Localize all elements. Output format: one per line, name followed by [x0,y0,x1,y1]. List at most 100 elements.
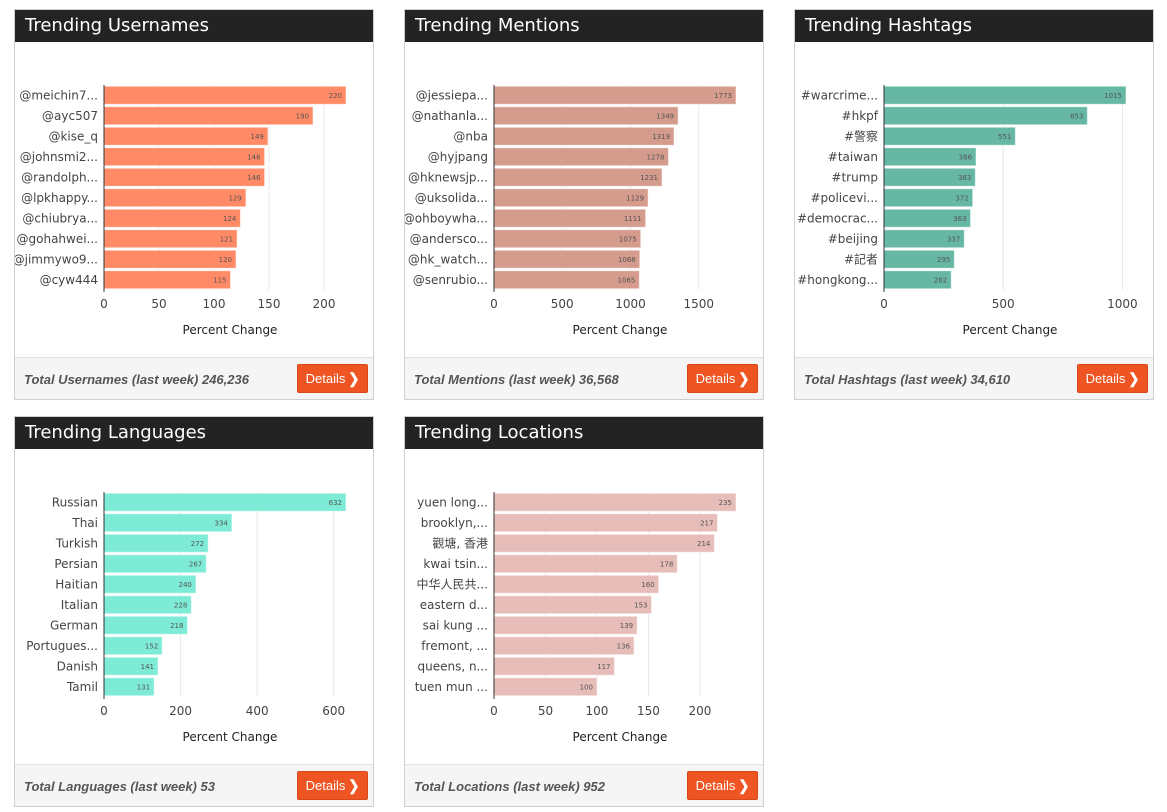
x-axis-title: Percent Change [183,730,278,744]
category-label: sai kung ... [423,618,488,632]
chart-area: 1773 @jessiepa... 1349 @nathanla... 1319 @nba… [405,42,763,358]
x-tick-label: 0 [100,297,108,311]
x-tick-label: 400 [246,704,269,718]
details-label: Details [695,371,736,386]
bar [103,188,247,208]
category-label: @ayc507 [42,109,98,123]
data-label: 1068 [618,256,636,264]
data-label: 551 [998,133,1011,141]
bar [103,492,347,512]
card-languages: Trending Languages 632 Russian 334 Thai 272 T… [14,416,374,807]
category-label: #warcrime... [801,88,878,102]
card-title: Trending Mentions [405,10,763,42]
category-label: #hkpf [842,109,879,123]
category-label: #taiwan [828,150,878,164]
details-label: Details [1085,371,1126,386]
details-button[interactable]: Details ❯ [297,771,368,800]
total-count: Total Languages (last week) 53 [24,779,215,794]
chart-locations: 235 yuen long... 217 brooklyn,... 214 觀塘, 香港 1… [415,492,737,744]
data-label: 217 [700,519,713,527]
category-label: Thai [71,516,98,530]
category-label: Persian [54,557,98,571]
data-label: 1015 [1104,92,1122,100]
x-tick-label: 600 [322,704,345,718]
category-label: Russian [52,495,98,509]
data-label: 228 [174,601,187,609]
category-label: Tamil [66,680,98,694]
data-label: 295 [937,256,950,264]
category-label: @lpkhappy... [21,191,98,205]
data-label: 218 [170,622,183,630]
category-label: fremont, ... [421,639,488,653]
details-button[interactable]: Details ❯ [687,364,758,393]
bar [103,106,314,126]
category-label: Italian [61,598,98,612]
category-label: @jimmywo9... [15,252,98,266]
details-button[interactable]: Details ❯ [687,771,758,800]
x-tick-label: 200 [313,297,336,311]
card-title: Trending Languages [15,417,373,449]
x-tick-label: 0 [880,297,888,311]
data-label: 153 [634,601,647,609]
category-label: eastern d... [420,598,488,612]
chart-area: 1015 #warcrime... 853 #hkpf 551 #警察 386 #taiwan… [795,42,1153,358]
x-tick-label: 50 [151,297,166,311]
category-label: @hk_watch... [408,252,488,266]
data-label: 282 [934,276,947,284]
details-button[interactable]: Details ❯ [1077,364,1148,393]
bar [493,167,663,187]
category-label: yuen long... [417,495,488,509]
details-label: Details [305,371,346,386]
details-button[interactable]: Details ❯ [297,364,368,393]
category-label: 觀塘, 香港 [432,535,488,550]
category-label: #trump [831,170,878,184]
bar [493,188,649,208]
data-label: 267 [189,560,202,568]
x-axis-title: Percent Change [963,323,1058,337]
card-title: Trending Hashtags [795,10,1153,42]
category-label: @ohboywha... [405,211,488,225]
data-label: 1065 [618,276,636,284]
total-count: Total Hashtags (last week) 34,610 [804,372,1011,387]
bar [103,513,233,533]
data-label: 853 [1070,112,1083,120]
data-label: 1319 [652,133,670,141]
data-label: 1278 [647,153,665,161]
category-label: #policevi... [810,191,878,205]
data-label: 383 [958,174,971,182]
bar [493,636,635,656]
chart-languages: 632 Russian 334 Thai 272 Turkish 267 Persian 240… [26,492,347,744]
bar [493,492,737,512]
bar [493,147,669,167]
data-label: 220 [329,92,342,100]
data-label: 632 [329,499,342,507]
data-label: 146 [247,174,261,182]
bar [883,106,1088,126]
data-label: 120 [219,256,232,264]
x-tick-label: 150 [258,297,281,311]
chart-usernames: 220 @meichin7... 190 @ayc507 149 @kise_q 146 @j… [15,85,347,337]
bar [103,229,238,249]
category-label: Danish [57,659,98,673]
card-footer: Total Usernames (last week) 246,236 Deta… [15,357,373,399]
x-tick-label: 50 [538,704,553,718]
category-label: @nathanla... [412,109,488,123]
category-label: @chiubrya... [22,211,98,225]
data-label: 1111 [624,215,642,223]
category-label: #警察 [844,128,878,143]
data-label: 240 [179,581,192,589]
bar [103,249,237,269]
category-label: @hyjpang [428,150,488,164]
x-tick-label: 100 [586,704,609,718]
data-label: 1075 [619,235,637,243]
bar [493,85,737,105]
x-tick-label: 500 [551,297,574,311]
chart-area: 220 @meichin7... 190 @ayc507 149 @kise_q 146 @j… [15,42,373,358]
card-footer: Total Locations (last week) 952 Details ❯ [405,764,763,806]
x-tick-label: 1000 [615,297,646,311]
x-tick-label: 200 [169,704,192,718]
x-tick-label: 0 [490,297,498,311]
category-label: #beijing [828,232,878,246]
x-tick-label: 200 [689,704,712,718]
category-label: brooklyn,... [421,516,488,530]
